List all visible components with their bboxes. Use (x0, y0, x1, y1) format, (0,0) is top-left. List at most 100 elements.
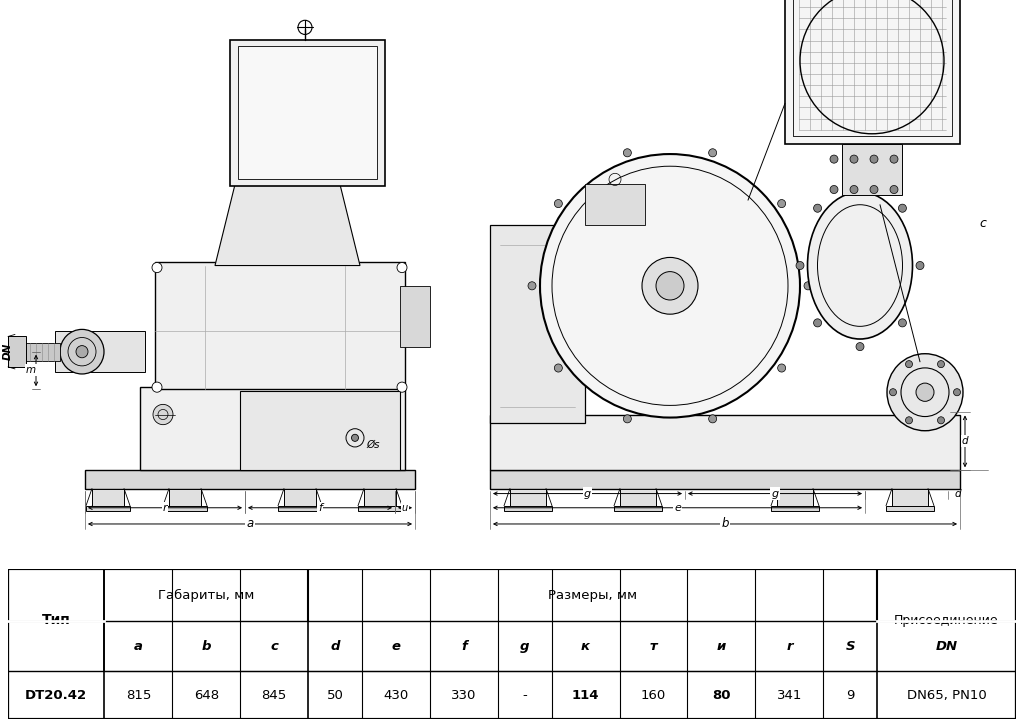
Circle shape (898, 204, 906, 213)
Text: Øs: Øs (366, 440, 380, 450)
Circle shape (890, 389, 896, 395)
Polygon shape (215, 184, 360, 265)
Text: DT20.42: DT20.42 (26, 689, 87, 702)
Circle shape (905, 361, 912, 368)
Ellipse shape (808, 192, 912, 339)
Circle shape (709, 415, 717, 423)
Text: d: d (331, 640, 340, 653)
Circle shape (898, 319, 906, 327)
Text: т: т (649, 640, 657, 653)
Text: -: - (522, 689, 527, 702)
Circle shape (554, 200, 562, 208)
Circle shape (890, 186, 898, 194)
Bar (55, 331, 145, 372)
Bar (284, 489, 316, 509)
Text: c: c (270, 640, 279, 653)
Text: 160: 160 (641, 689, 667, 702)
Bar (278, 505, 322, 510)
Bar (230, 40, 385, 187)
Bar (793, 0, 952, 136)
Bar (620, 489, 656, 509)
Bar (169, 489, 201, 509)
Text: e: e (391, 640, 400, 653)
Circle shape (624, 149, 632, 157)
Bar (364, 489, 396, 509)
Text: f: f (461, 640, 467, 653)
Bar (163, 505, 207, 510)
Text: m: m (26, 365, 36, 375)
Circle shape (870, 155, 878, 163)
Circle shape (60, 330, 104, 374)
Bar (785, 0, 961, 144)
Text: e: e (674, 502, 681, 513)
Text: Размеры, мм: Размеры, мм (548, 589, 637, 602)
Text: d: d (962, 437, 969, 446)
Circle shape (642, 257, 698, 315)
Bar (510, 489, 546, 509)
Circle shape (850, 155, 858, 163)
Circle shape (870, 186, 878, 194)
Text: Габариты, мм: Габариты, мм (158, 589, 255, 602)
Circle shape (152, 382, 162, 392)
Bar (22, 343, 60, 361)
Bar (842, 144, 902, 194)
Text: DN: DN (3, 343, 13, 360)
Text: a: a (247, 518, 254, 531)
Circle shape (76, 346, 88, 358)
Text: r: r (786, 640, 793, 653)
Bar (771, 505, 819, 510)
Bar (240, 391, 400, 470)
Circle shape (887, 354, 963, 431)
Bar (92, 489, 124, 509)
Text: 330: 330 (452, 689, 476, 702)
Circle shape (938, 361, 944, 368)
Text: Присоединение: Присоединение (894, 614, 998, 627)
Circle shape (397, 262, 407, 273)
Text: r: r (163, 502, 167, 513)
Circle shape (938, 416, 944, 424)
Bar (614, 505, 662, 510)
Text: 430: 430 (383, 689, 409, 702)
Text: u: u (402, 502, 408, 513)
Bar (504, 505, 552, 510)
Text: 80: 80 (713, 689, 731, 702)
Circle shape (777, 364, 785, 372)
Text: c: c (980, 217, 986, 230)
Circle shape (814, 204, 821, 213)
Text: g: g (584, 489, 591, 499)
Circle shape (554, 364, 562, 372)
Text: b: b (721, 518, 729, 531)
Bar (892, 489, 928, 509)
Bar (85, 470, 415, 489)
Circle shape (830, 155, 838, 163)
Circle shape (916, 262, 924, 270)
Text: к: к (581, 640, 590, 653)
Text: g: g (520, 640, 529, 653)
Text: 9: 9 (846, 689, 854, 702)
Circle shape (777, 200, 785, 208)
Circle shape (856, 343, 864, 351)
Bar (585, 184, 645, 225)
Text: f: f (318, 502, 322, 513)
Circle shape (856, 181, 864, 189)
Text: 648: 648 (194, 689, 219, 702)
Bar (155, 262, 406, 389)
Text: Тип: Тип (42, 613, 71, 627)
Text: 341: 341 (776, 689, 802, 702)
Circle shape (796, 262, 804, 270)
Text: 50: 50 (327, 689, 343, 702)
Bar (777, 489, 813, 509)
Text: 845: 845 (261, 689, 287, 702)
Circle shape (656, 272, 684, 300)
Text: g: g (771, 489, 778, 499)
Bar (140, 387, 406, 470)
Bar (358, 505, 402, 510)
Circle shape (528, 282, 536, 290)
Circle shape (916, 383, 934, 401)
Circle shape (850, 186, 858, 194)
Circle shape (709, 149, 717, 157)
Text: d: d (954, 489, 962, 499)
Text: DN: DN (935, 640, 957, 653)
Text: и: и (717, 640, 726, 653)
Circle shape (804, 282, 812, 290)
